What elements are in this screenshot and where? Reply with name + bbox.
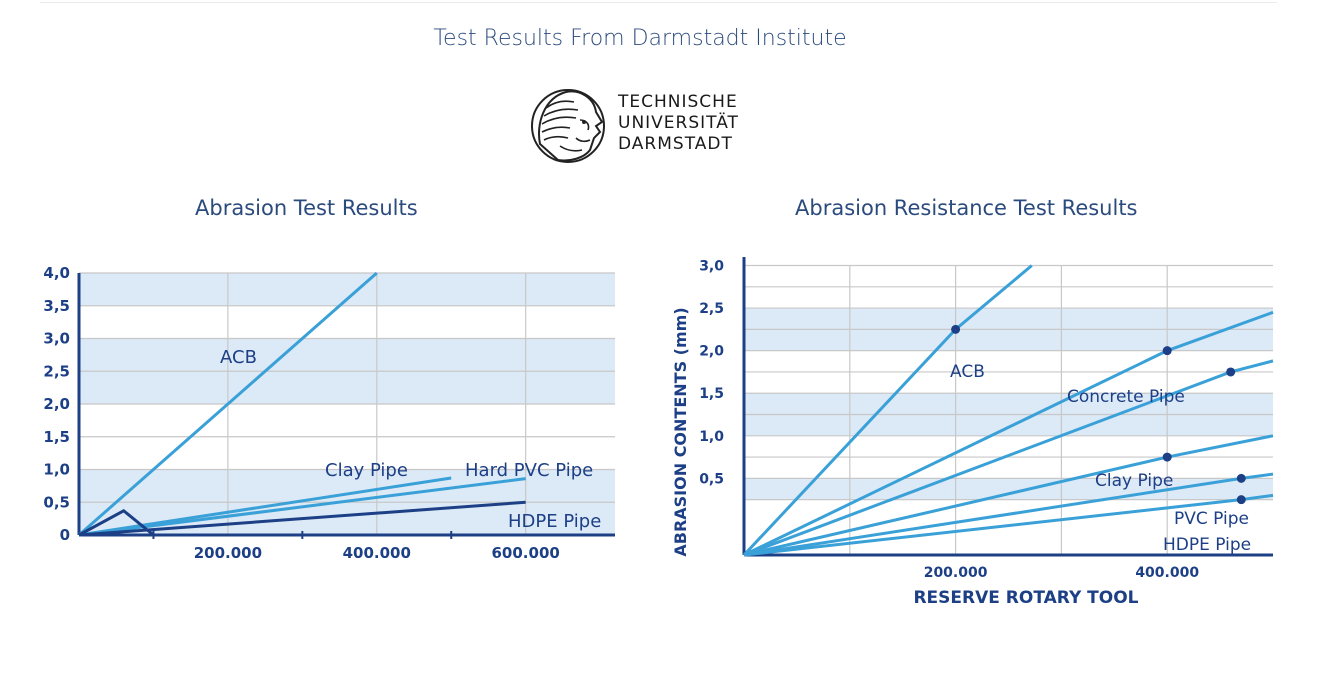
chart-1-y-tick-label: 2,0 xyxy=(43,395,70,413)
chart-1-series-label: Hard PVC Pipe xyxy=(465,460,593,481)
chart-1-y-tick-label: 1,0 xyxy=(43,461,70,479)
chart-2-x-tick-label: 200.000 xyxy=(924,565,988,581)
page-title: Test Results From Darmstadt Institute xyxy=(433,26,847,51)
logo-line-2: UNIVERSITÄT xyxy=(618,113,739,133)
chart-2-series-label: Clay Pipe xyxy=(1095,471,1173,491)
chart-1-y-tick-label: 4,0 xyxy=(43,264,70,282)
chart-2-title: Abrasion Resistance Test Results xyxy=(795,196,1138,220)
chart-2-y-tick-label: 0,5 xyxy=(699,471,724,487)
chart-1-series-line-2 xyxy=(78,477,526,537)
chart-2-data-marker-1 xyxy=(1162,346,1172,356)
chart-2-x-axis-label: RESERVE ROTARY TOOL xyxy=(913,588,1138,608)
chart-2-data-marker-0 xyxy=(951,324,961,334)
chart-1-series-line-4 xyxy=(78,508,155,537)
logo-line-1: TECHNISCHE xyxy=(618,92,738,112)
chart-1-title: Abrasion Test Results xyxy=(195,196,418,220)
chart-2-series-label: HDPE Pipe xyxy=(1163,535,1251,555)
chart-1-x-tick-label: 200.000 xyxy=(194,544,262,562)
chart-2-band-0 xyxy=(744,478,1273,500)
chart-1-series-line-3 xyxy=(78,500,526,537)
chart-2-y-axis-label: ABRASION CONTENTS (mm) xyxy=(671,307,690,556)
university-logo: TECHNISCHE UNIVERSITÄT DARMSTADT xyxy=(530,84,760,170)
chart-1-y-tick-label: 0,5 xyxy=(43,493,70,511)
chart-2-data-marker-2 xyxy=(1226,367,1236,377)
chart-2-x-tick-label: 400.000 xyxy=(1135,565,1199,581)
logo-line-3: DARMSTADT xyxy=(618,134,733,154)
chart-2-y-tick-label: 1,0 xyxy=(699,429,724,445)
chart-1-series-label: HDPE Pipe xyxy=(508,511,601,532)
chart-2-data-marker-3 xyxy=(1162,452,1172,462)
chart-1-x-tick-label: 600.000 xyxy=(492,544,560,562)
chart-1-y-tick-label: 3,5 xyxy=(43,297,70,315)
chart-2-y-tick-label: 1,5 xyxy=(699,386,724,402)
chart-1-y-tick-label: 0 xyxy=(60,526,70,544)
chart-1-y-tick-label: 1,5 xyxy=(43,428,70,446)
chart-2-series-label: Concrete Pipe xyxy=(1067,387,1185,407)
chart-1-series-label: ACB xyxy=(220,347,257,368)
logo-wordmark: TECHNISCHE UNIVERSITÄT DARMSTADT xyxy=(618,92,739,155)
chart-2-y-tick-label: 2,0 xyxy=(699,344,724,360)
chart-2-series-label: ACB xyxy=(950,362,985,382)
chart-2-data-marker-4 xyxy=(1236,473,1246,483)
chart-1-series-line-0 xyxy=(78,271,378,537)
top-divider xyxy=(40,2,1277,3)
chart-2-y-tick-label: 3,0 xyxy=(699,259,724,275)
athena-head-icon xyxy=(531,89,605,163)
chart-1-x-tick-label: 400.000 xyxy=(343,544,411,562)
chart-1-y-tick-label: 2,5 xyxy=(43,362,70,380)
chart-2-series-label: PVC Pipe xyxy=(1174,509,1249,529)
chart-1-series-label: Clay Pipe xyxy=(325,460,408,481)
chart-2-data-marker-5 xyxy=(1236,495,1246,505)
chart-1-y-tick-label: 3,0 xyxy=(43,330,70,348)
chart-2-y-tick-label: 2,5 xyxy=(699,301,724,317)
